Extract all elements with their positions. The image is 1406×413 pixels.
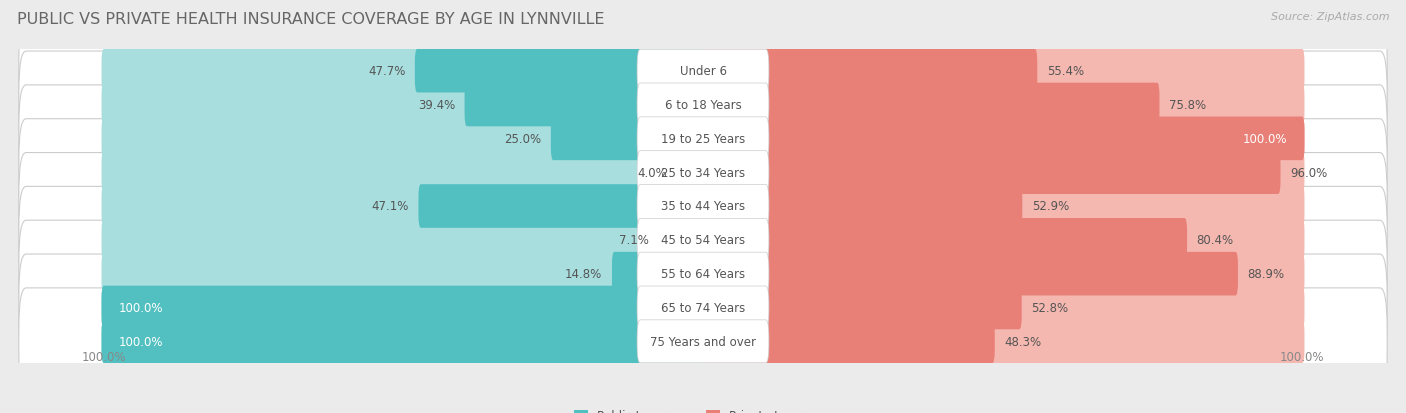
FancyBboxPatch shape — [18, 52, 1388, 159]
Text: 25.0%: 25.0% — [505, 133, 541, 145]
Text: 75 Years and over: 75 Years and over — [650, 335, 756, 348]
FancyBboxPatch shape — [700, 151, 1305, 195]
FancyBboxPatch shape — [637, 286, 769, 329]
Text: 14.8%: 14.8% — [565, 268, 602, 280]
FancyBboxPatch shape — [637, 185, 769, 228]
FancyBboxPatch shape — [700, 218, 1305, 262]
Text: 25 to 34 Years: 25 to 34 Years — [661, 166, 745, 179]
FancyBboxPatch shape — [101, 320, 706, 363]
FancyBboxPatch shape — [700, 185, 1022, 228]
Text: 96.0%: 96.0% — [1291, 166, 1327, 179]
Text: 47.1%: 47.1% — [371, 200, 409, 213]
FancyBboxPatch shape — [18, 254, 1388, 361]
Text: 100.0%: 100.0% — [1279, 351, 1324, 363]
FancyBboxPatch shape — [637, 320, 769, 363]
FancyBboxPatch shape — [637, 84, 769, 127]
FancyBboxPatch shape — [18, 187, 1388, 294]
FancyBboxPatch shape — [551, 117, 706, 161]
FancyBboxPatch shape — [658, 218, 706, 262]
FancyBboxPatch shape — [101, 218, 706, 262]
FancyBboxPatch shape — [18, 153, 1388, 260]
FancyBboxPatch shape — [419, 185, 706, 228]
Text: 55.4%: 55.4% — [1047, 65, 1084, 78]
FancyBboxPatch shape — [101, 185, 706, 228]
FancyBboxPatch shape — [700, 320, 1305, 363]
FancyBboxPatch shape — [700, 252, 1305, 296]
FancyBboxPatch shape — [700, 83, 1160, 127]
FancyBboxPatch shape — [101, 252, 706, 296]
FancyBboxPatch shape — [464, 83, 706, 127]
FancyBboxPatch shape — [101, 151, 706, 195]
Text: 80.4%: 80.4% — [1197, 234, 1234, 247]
Legend: Public Insurance, Private Insurance: Public Insurance, Private Insurance — [569, 404, 837, 413]
Text: 45 to 54 Years: 45 to 54 Years — [661, 234, 745, 247]
Text: 39.4%: 39.4% — [418, 99, 456, 112]
FancyBboxPatch shape — [700, 50, 1305, 93]
FancyBboxPatch shape — [700, 252, 1237, 296]
FancyBboxPatch shape — [700, 286, 1022, 330]
Text: 47.7%: 47.7% — [368, 65, 405, 78]
FancyBboxPatch shape — [700, 117, 1305, 161]
Text: 75.8%: 75.8% — [1168, 99, 1206, 112]
FancyBboxPatch shape — [637, 50, 769, 93]
Text: 4.0%: 4.0% — [637, 166, 666, 179]
FancyBboxPatch shape — [612, 252, 706, 296]
Text: 19 to 25 Years: 19 to 25 Years — [661, 133, 745, 145]
Text: 52.9%: 52.9% — [1032, 200, 1069, 213]
Text: 7.1%: 7.1% — [619, 234, 648, 247]
FancyBboxPatch shape — [101, 117, 706, 161]
Text: 88.9%: 88.9% — [1247, 268, 1285, 280]
FancyBboxPatch shape — [637, 151, 769, 194]
Text: Source: ZipAtlas.com: Source: ZipAtlas.com — [1271, 12, 1389, 22]
FancyBboxPatch shape — [700, 185, 1305, 228]
FancyBboxPatch shape — [700, 117, 1305, 161]
FancyBboxPatch shape — [415, 50, 706, 93]
FancyBboxPatch shape — [18, 18, 1388, 125]
Text: 100.0%: 100.0% — [120, 335, 163, 348]
Text: 48.3%: 48.3% — [1004, 335, 1042, 348]
Text: 100.0%: 100.0% — [1243, 133, 1286, 145]
FancyBboxPatch shape — [101, 320, 706, 363]
FancyBboxPatch shape — [700, 286, 1305, 330]
Text: 65 to 74 Years: 65 to 74 Years — [661, 301, 745, 314]
FancyBboxPatch shape — [101, 83, 706, 127]
Text: Under 6: Under 6 — [679, 65, 727, 78]
FancyBboxPatch shape — [18, 119, 1388, 226]
FancyBboxPatch shape — [18, 85, 1388, 192]
FancyBboxPatch shape — [700, 83, 1305, 127]
Text: 35 to 44 Years: 35 to 44 Years — [661, 200, 745, 213]
FancyBboxPatch shape — [637, 118, 769, 160]
FancyBboxPatch shape — [18, 221, 1388, 328]
Text: 6 to 18 Years: 6 to 18 Years — [665, 99, 741, 112]
FancyBboxPatch shape — [676, 151, 706, 195]
FancyBboxPatch shape — [637, 253, 769, 295]
FancyBboxPatch shape — [700, 151, 1281, 195]
Text: 100.0%: 100.0% — [82, 351, 127, 363]
FancyBboxPatch shape — [700, 320, 995, 363]
Text: 100.0%: 100.0% — [120, 301, 163, 314]
FancyBboxPatch shape — [700, 218, 1187, 262]
FancyBboxPatch shape — [18, 288, 1388, 395]
FancyBboxPatch shape — [700, 50, 1038, 93]
FancyBboxPatch shape — [101, 50, 706, 93]
FancyBboxPatch shape — [101, 286, 706, 330]
Text: 52.8%: 52.8% — [1031, 301, 1069, 314]
FancyBboxPatch shape — [101, 286, 706, 330]
Text: 55 to 64 Years: 55 to 64 Years — [661, 268, 745, 280]
FancyBboxPatch shape — [637, 219, 769, 262]
Text: PUBLIC VS PRIVATE HEALTH INSURANCE COVERAGE BY AGE IN LYNNVILLE: PUBLIC VS PRIVATE HEALTH INSURANCE COVER… — [17, 12, 605, 27]
